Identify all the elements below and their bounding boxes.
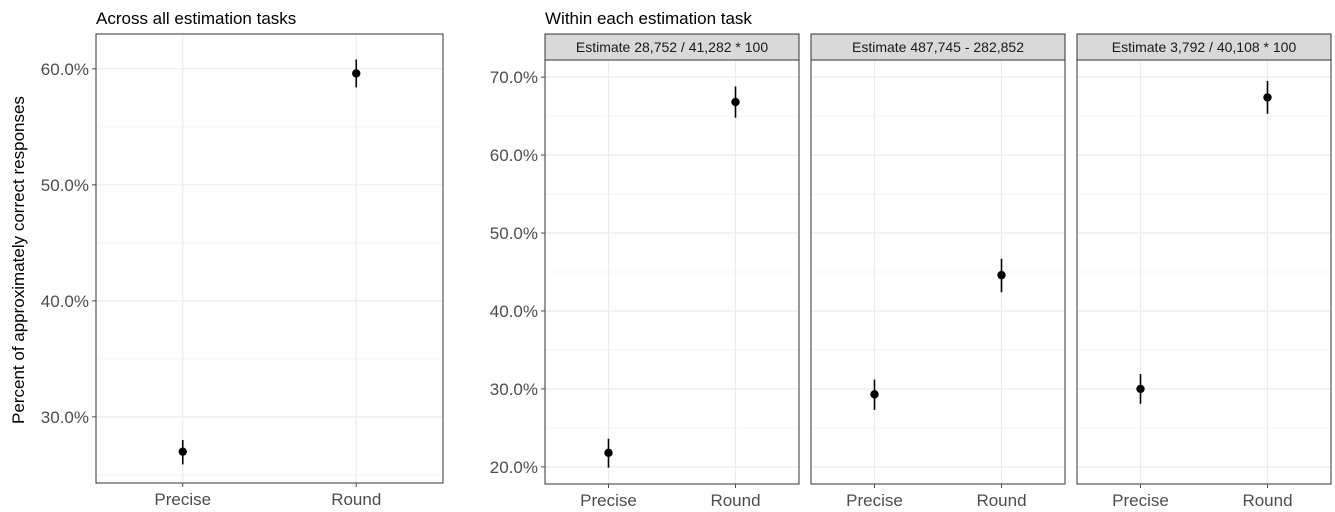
- facet-strip: [544, 33, 800, 61]
- x-tick-label: Precise: [1112, 491, 1169, 510]
- panel-border: [810, 59, 1066, 485]
- data-point-round: [352, 69, 361, 78]
- y-tick-label: 40.0%: [41, 292, 89, 311]
- facet-strip-label: Estimate 487,745 - 282,852: [852, 39, 1024, 55]
- data-point-precise: [604, 448, 613, 458]
- y-tick-label: 60.0%: [490, 146, 538, 165]
- left-chart-title: Across all estimation tasks: [96, 9, 296, 28]
- x-tick-label: Round: [1242, 491, 1292, 510]
- right-chart-title: Within each estimation task: [545, 9, 752, 28]
- x-tick-label: Precise: [154, 490, 211, 509]
- x-tick-label: Round: [976, 491, 1026, 510]
- facet-strip: [1076, 33, 1332, 61]
- data-point-round: [997, 270, 1006, 280]
- y-tick-label: 50.0%: [41, 176, 89, 195]
- panel-border: [95, 33, 444, 484]
- facet-strip: [810, 33, 1066, 61]
- facet-strip-label: Estimate 28,752 / 41,282 * 100: [576, 39, 768, 55]
- x-tick-label: Precise: [846, 491, 903, 510]
- y-axis-label: Percent of approximately correct respons…: [9, 96, 28, 424]
- panel-border: [544, 59, 800, 485]
- y-tick-label: 40.0%: [490, 302, 538, 321]
- y-tick-label: 70.0%: [490, 68, 538, 87]
- facet-strip-label: Estimate 3,792 / 40,108 * 100: [1112, 39, 1297, 55]
- y-tick-label: 60.0%: [41, 60, 89, 79]
- y-tick-label: 20.0%: [490, 458, 538, 477]
- data-point-round: [731, 97, 740, 107]
- y-tick-label: 30.0%: [41, 408, 89, 427]
- x-tick-label: Round: [331, 490, 381, 509]
- right-chart: Estimate 28,752 / 41,282 * 100 20.0% 30.0%…: [490, 33, 1332, 510]
- left-chart: 30.0% 40.0% 50.0% 60.0% Precise Round: [41, 33, 444, 509]
- data-point-precise: [870, 390, 879, 399]
- data-point-precise: [1136, 384, 1145, 394]
- data-point-precise: [178, 447, 187, 456]
- y-tick-label: 50.0%: [490, 224, 538, 243]
- panel-border: [1076, 59, 1332, 485]
- data-point-round: [1263, 93, 1272, 102]
- x-tick-label: Round: [710, 491, 760, 510]
- y-tick-label: 30.0%: [490, 380, 538, 399]
- x-tick-label: Precise: [580, 491, 637, 510]
